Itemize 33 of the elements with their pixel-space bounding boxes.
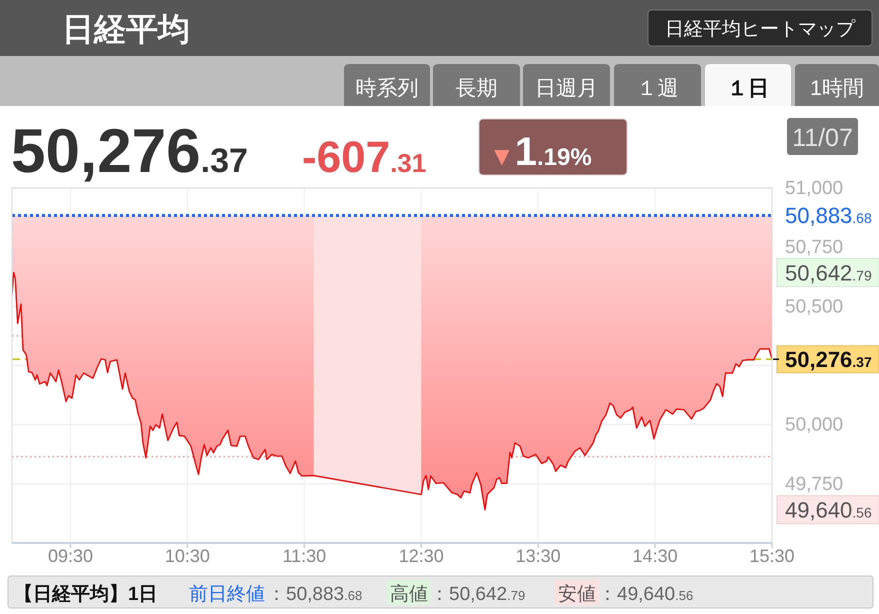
y-tick-label: 50,500 bbox=[785, 296, 844, 318]
x-tick-label: 09:30 bbox=[48, 546, 93, 566]
text: 【日経平均】1日 bbox=[14, 583, 158, 605]
text: 49,640.56 bbox=[785, 498, 872, 523]
text: 50,642.79 bbox=[785, 260, 872, 286]
chart-title: 日経平均 bbox=[62, 11, 190, 47]
y-tick-label: 50,000 bbox=[785, 414, 844, 436]
x-tick-label: 14:30 bbox=[632, 546, 678, 566]
x-tick-label: 12:30 bbox=[398, 546, 444, 566]
x-tick-label: 15:30 bbox=[749, 546, 795, 566]
text: ▼1.19% bbox=[489, 130, 592, 174]
text: １週 bbox=[636, 77, 678, 100]
text: 50,276.37 bbox=[11, 117, 248, 186]
x-tick-label: 13:30 bbox=[516, 546, 561, 566]
text: 1時間 bbox=[810, 77, 864, 100]
text: 11/07 bbox=[792, 124, 853, 152]
y-tick-label: 51,000 bbox=[785, 178, 844, 199]
text: 高値：50,642.79 bbox=[390, 583, 526, 605]
y-tick-label: 49,750 bbox=[785, 474, 844, 495]
ref-line-label: 50,276.37 bbox=[785, 346, 872, 372]
ref-line-label: 50,883.68 bbox=[785, 203, 872, 228]
text: 日週月 bbox=[535, 77, 598, 100]
text: 前日終値：50,883.68 bbox=[189, 584, 362, 605]
x-tick-label: 10:30 bbox=[164, 546, 210, 566]
text: 長期 bbox=[456, 77, 498, 100]
text: 時系列 bbox=[356, 77, 418, 100]
line-series bbox=[11, 272, 773, 510]
text: 安値：49,640.56 bbox=[558, 583, 694, 605]
text: １日 bbox=[727, 77, 769, 100]
text: -607.31 bbox=[302, 133, 426, 182]
x-tick-label: 11:30 bbox=[282, 546, 326, 566]
y-tick-label: 50,750 bbox=[785, 237, 844, 258]
text: 日経平均ヒートマップ bbox=[665, 19, 856, 40]
